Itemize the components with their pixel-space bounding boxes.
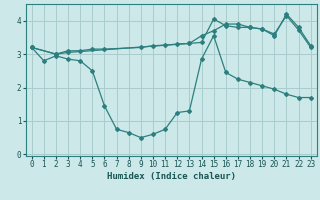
X-axis label: Humidex (Indice chaleur): Humidex (Indice chaleur): [107, 172, 236, 181]
